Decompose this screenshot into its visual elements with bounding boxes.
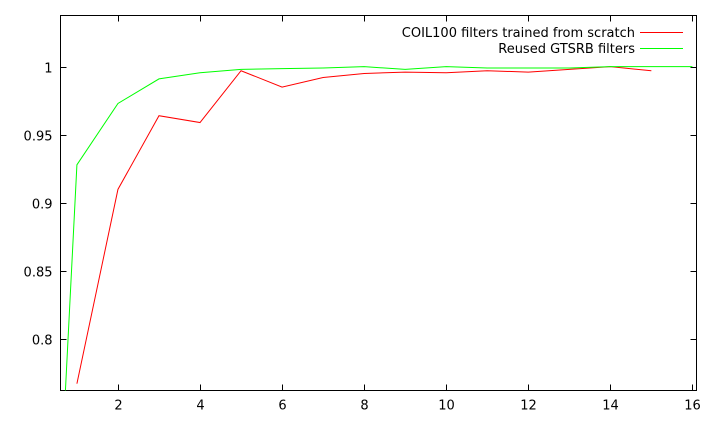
legend-label-1: COIL100 filters trained from scratch	[402, 26, 635, 41]
y-tick-label: 0.85	[24, 266, 53, 281]
x-tick-label: 6	[278, 399, 286, 414]
x-tick-label: 8	[360, 399, 368, 414]
x-tick-label: 4	[196, 399, 204, 414]
series-line-2	[64, 66, 693, 391]
x-tick-label: 14	[602, 399, 619, 414]
y-tick-label: 0.8	[32, 334, 53, 349]
legend-label-2: Reused GTSRB filters	[498, 42, 635, 57]
y-tick-label: 0.95	[24, 130, 53, 145]
plot-frame	[60, 15, 697, 391]
x-tick-label: 12	[520, 399, 537, 414]
x-tick-label: 16	[684, 399, 701, 414]
series-lines	[64, 66, 693, 391]
axis-ticks	[60, 15, 697, 391]
x-tick-label: 2	[114, 399, 122, 414]
legend: COIL100 filters trained from scratchReus…	[402, 26, 683, 57]
x-tick-label: 10	[438, 399, 455, 414]
series-line-1	[76, 66, 652, 384]
y-tick-label: 0.9	[32, 198, 53, 213]
y-tick-label: 1	[44, 62, 52, 77]
axis-tick-labels: 2 4 6 8 10 12 14 16 0.8 0.85 0.9 0.95 1	[24, 62, 701, 414]
